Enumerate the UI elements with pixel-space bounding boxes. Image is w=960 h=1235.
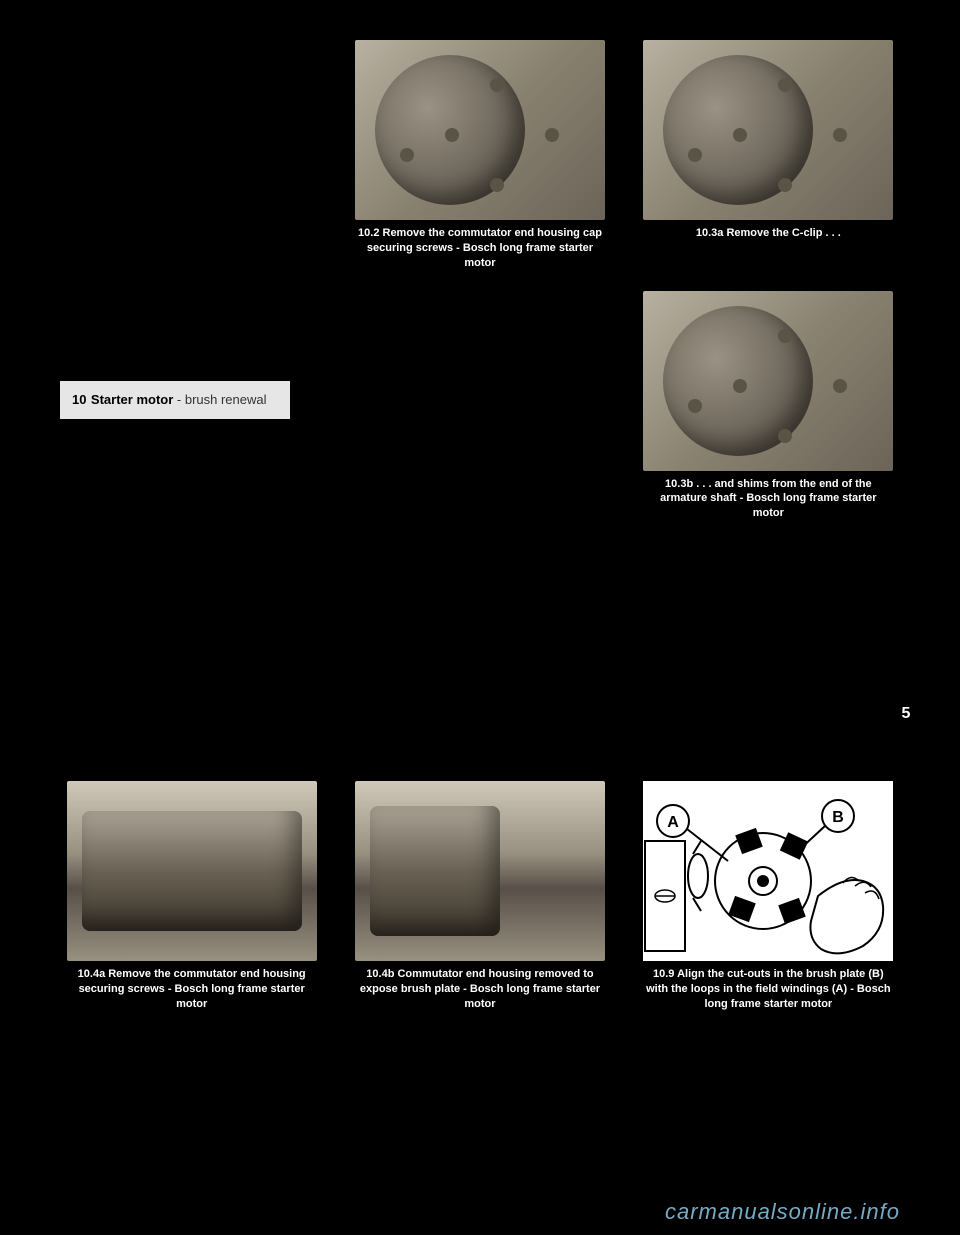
figure-10-9: A B xyxy=(637,781,900,1012)
section-heading-container: 10 Starter motor - brush renewal xyxy=(60,291,323,419)
photo-brush-plate-exposed xyxy=(355,781,605,961)
caption-10-2: 10.2 Remove the commutator end housing c… xyxy=(355,226,605,271)
figure-10-4b: 10.4b Commutator end housing removed to … xyxy=(348,781,611,1012)
photo-shims-armature-shaft xyxy=(643,291,893,471)
caption-10-4b: 10.4b Commutator end housing removed to … xyxy=(355,967,605,1012)
diagram-label-b: B xyxy=(833,809,845,826)
section-heading: 10 Starter motor - brush renewal xyxy=(60,381,290,419)
figure-10-3b: 10.3b . . . and shims from the end of th… xyxy=(637,291,900,522)
section-title: Starter motor xyxy=(91,392,173,407)
page-grid: 10.2 Remove the commutator end housing c… xyxy=(60,40,900,1012)
caption-10-3a: 10.3a Remove the C-clip . . . xyxy=(696,226,841,241)
diagram-brush-plate-alignment: A B xyxy=(643,781,893,961)
caption-10-9: 10.9 Align the cut-outs in the brush pla… xyxy=(643,967,893,1012)
photo-commutator-cap-screws xyxy=(355,40,605,220)
watermark: carmanualsonline.info xyxy=(665,1199,900,1225)
caption-10-4a: 10.4a Remove the commutator end housing … xyxy=(67,967,317,1012)
figure-10-2: 10.2 Remove the commutator end housing c… xyxy=(348,40,611,271)
section-subtitle: - brush renewal xyxy=(173,392,266,407)
mid-spacer xyxy=(60,541,900,761)
photo-end-housing-screws xyxy=(67,781,317,961)
caption-10-3b: 10.3b . . . and shims from the end of th… xyxy=(643,477,893,522)
diagram-label-a: A xyxy=(668,814,680,831)
page-section-tab: 5 xyxy=(892,700,920,728)
figure-10-4a: 10.4a Remove the commutator end housing … xyxy=(60,781,323,1012)
section-number: 10 xyxy=(72,392,86,407)
photo-remove-c-clip xyxy=(643,40,893,220)
figure-10-3a: 10.3a Remove the C-clip . . . xyxy=(637,40,900,241)
empty-cell xyxy=(60,40,323,41)
